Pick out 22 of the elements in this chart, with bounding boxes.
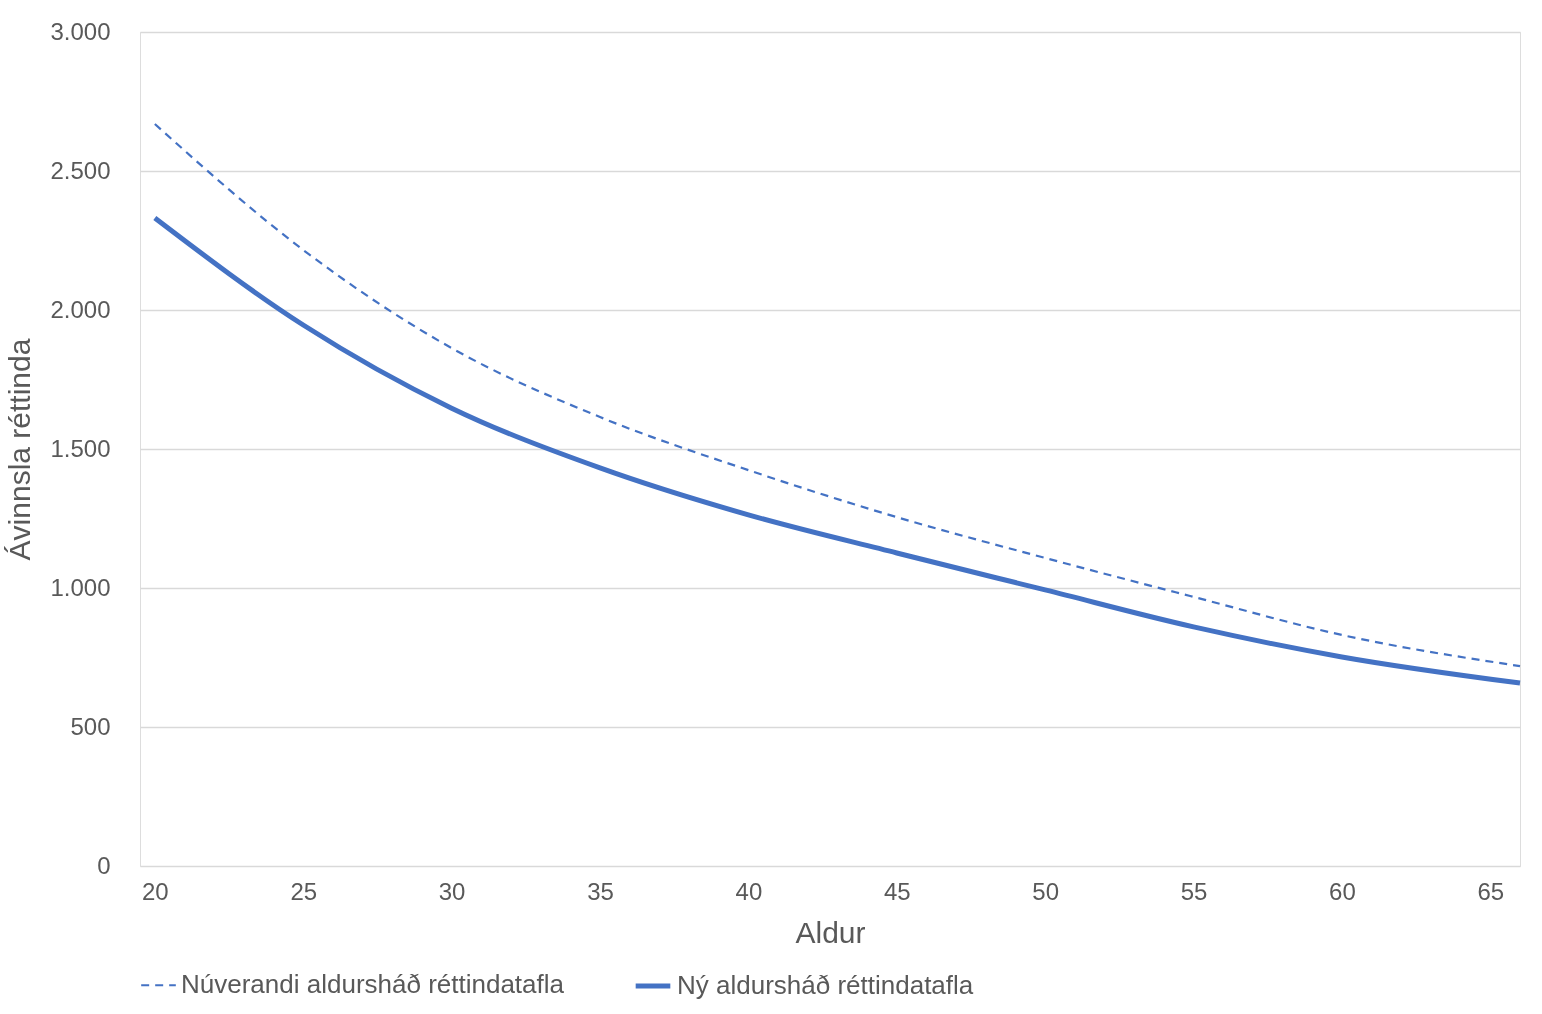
x-tick-label: 30 bbox=[438, 877, 466, 905]
y-tick-label: 1.500 bbox=[50, 434, 111, 462]
y-tick-label: 1.000 bbox=[50, 573, 111, 601]
y-tick-label: 2.500 bbox=[50, 156, 111, 184]
x-tick-label: 65 bbox=[1477, 877, 1505, 905]
y-axis-title: Ávinnsla réttinda bbox=[3, 338, 37, 561]
y-tick-label: 500 bbox=[70, 712, 111, 740]
y-tick-label: 0 bbox=[97, 851, 111, 879]
x-tick-label: 20 bbox=[141, 877, 169, 905]
x-axis-title: Aldur bbox=[795, 915, 866, 949]
x-tick-label: 25 bbox=[290, 877, 318, 905]
legend-label: Núverandi aldursháð réttindatafla bbox=[181, 969, 565, 1000]
x-tick-label: 45 bbox=[883, 877, 911, 905]
x-tick-label: 60 bbox=[1329, 877, 1356, 905]
y-tick-label: 2.000 bbox=[50, 295, 111, 323]
x-tick-label: 35 bbox=[587, 877, 614, 905]
x-tick-label: 50 bbox=[1032, 877, 1060, 905]
x-tick-label: 40 bbox=[735, 877, 763, 905]
x-tick-label: 55 bbox=[1180, 877, 1208, 905]
legend-label: Ný aldursháð réttindatafla bbox=[677, 970, 974, 1000]
y-tick-label: 3.000 bbox=[50, 17, 111, 45]
line-series bbox=[153, 122, 1522, 668]
